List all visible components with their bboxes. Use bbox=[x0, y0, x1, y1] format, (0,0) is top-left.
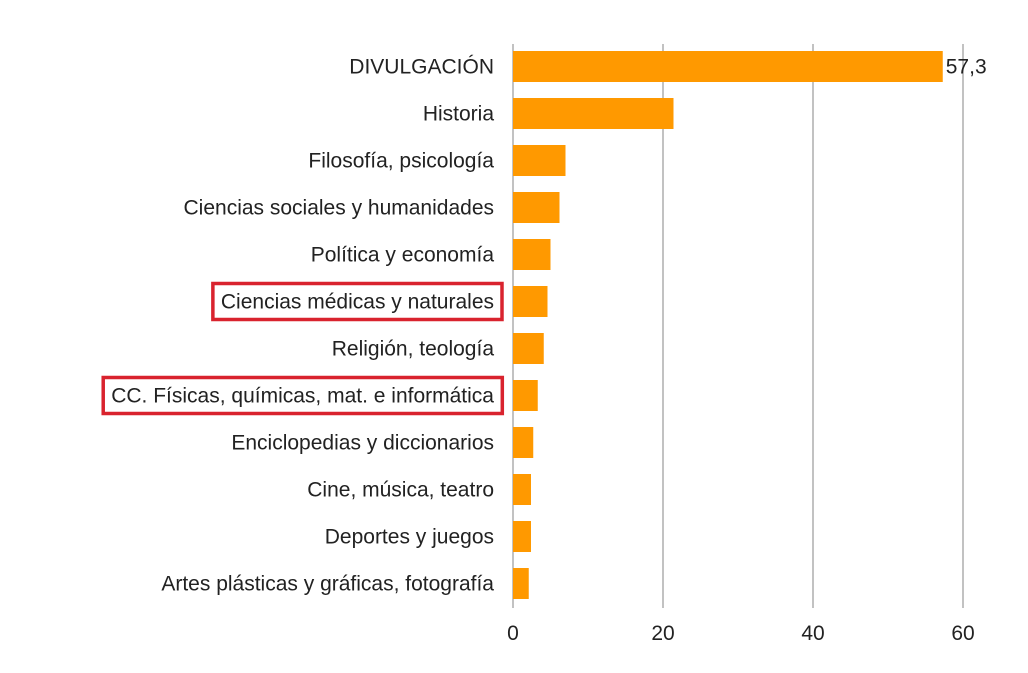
bar-7 bbox=[513, 380, 538, 411]
bar-10 bbox=[513, 521, 531, 552]
bar-0 bbox=[513, 51, 943, 82]
bar-1 bbox=[513, 98, 674, 129]
category-label: Ciencias médicas y naturales bbox=[221, 291, 494, 314]
category-label: DIVULGACIÓN bbox=[349, 56, 494, 79]
x-axis-ticks: 0 20 40 60 bbox=[507, 622, 975, 645]
x-tick-label: 0 bbox=[507, 622, 519, 645]
category-label: Filosofía, psicología bbox=[308, 150, 494, 173]
category-label: Religión, teología bbox=[332, 338, 495, 361]
category-labels: DIVULGACIÓN Historia Filosofía, psicología… bbox=[111, 56, 494, 596]
bars bbox=[513, 51, 943, 599]
bar-4 bbox=[513, 239, 551, 270]
bar-6 bbox=[513, 333, 544, 364]
value-labels: 57,3 bbox=[946, 56, 987, 79]
bar-9 bbox=[513, 474, 531, 505]
category-label: Ciencias sociales y humanidades bbox=[184, 197, 495, 220]
x-tick-label: 40 bbox=[801, 622, 824, 645]
bar-2 bbox=[513, 145, 566, 176]
category-label: Historia bbox=[423, 103, 495, 126]
category-label: Política y economía bbox=[311, 244, 495, 267]
bar-8 bbox=[513, 427, 534, 458]
category-label: Deportes y juegos bbox=[325, 526, 494, 549]
category-label: CC. Físicas, químicas, mat. e informátic… bbox=[111, 385, 494, 408]
x-tick-label: 20 bbox=[651, 622, 674, 645]
grid-lines bbox=[512, 44, 964, 608]
category-label: Artes plásticas y gráficas, fotografía bbox=[161, 573, 494, 596]
bar-3 bbox=[513, 192, 560, 223]
bar-11 bbox=[513, 568, 529, 599]
bar-5 bbox=[513, 286, 548, 317]
value-label: 57,3 bbox=[946, 56, 987, 79]
category-label: Cine, música, teatro bbox=[307, 479, 494, 502]
category-label: Enciclopedias y diccionarios bbox=[231, 432, 494, 455]
x-tick-label: 60 bbox=[951, 622, 974, 645]
highlight-box bbox=[211, 281, 504, 322]
highlight-boxes bbox=[101, 281, 505, 416]
highlight-box bbox=[101, 375, 505, 416]
